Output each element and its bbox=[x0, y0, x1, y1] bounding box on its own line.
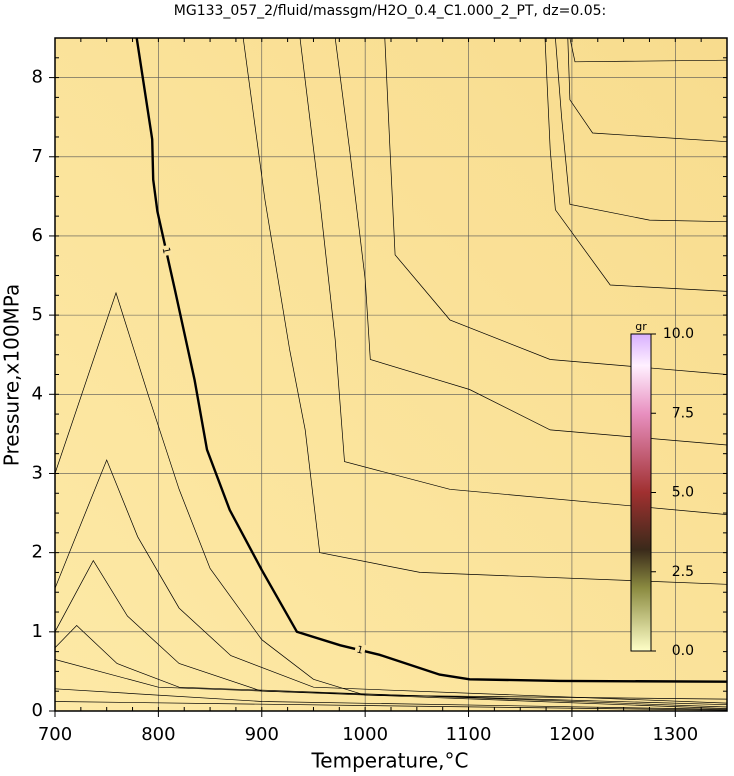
x-tick-label: 1000 bbox=[342, 724, 388, 745]
x-tick-label: 800 bbox=[141, 724, 175, 745]
colorbar-tick-label: 0.0 bbox=[672, 643, 694, 659]
y-tick-label: 5 bbox=[32, 304, 43, 325]
colorbar-tick-label: 7.5 bbox=[672, 405, 694, 421]
contour-label-bg bbox=[159, 244, 174, 257]
y-tick-label: 6 bbox=[32, 225, 43, 246]
x-tick-label: 1200 bbox=[549, 724, 595, 745]
chart-title: MG133_057_2/fluid/massgm/H2O_0.4_C1.000_… bbox=[174, 3, 606, 19]
x-tick-label: 1100 bbox=[446, 724, 492, 745]
contour-label: 1 bbox=[160, 246, 172, 255]
contour-line bbox=[55, 625, 727, 708]
y-tick-label: 0 bbox=[32, 700, 43, 721]
contour-line bbox=[544, 38, 727, 292]
contour-line-bold bbox=[135, 38, 727, 683]
contour-line bbox=[334, 38, 727, 446]
contour-line bbox=[55, 459, 727, 704]
contour-line bbox=[55, 688, 727, 710]
colorbar-tick-label: 2.5 bbox=[672, 564, 694, 580]
y-tick-label: 8 bbox=[32, 67, 43, 88]
contour-line bbox=[55, 659, 727, 709]
colorbar-label: gr bbox=[635, 320, 647, 333]
contour-line bbox=[555, 38, 727, 223]
y-tick-label: 4 bbox=[32, 383, 43, 404]
colorbar-tick-label: 10.0 bbox=[663, 326, 694, 342]
contour-line bbox=[384, 38, 727, 375]
y-tick-label: 1 bbox=[32, 621, 43, 642]
x-tick-label: 700 bbox=[38, 724, 72, 745]
contour-line bbox=[242, 38, 727, 585]
plot-background bbox=[55, 38, 727, 711]
contour-line bbox=[55, 291, 727, 700]
y-tick-label: 3 bbox=[32, 462, 43, 483]
contour-line bbox=[569, 38, 727, 63]
y-axis-label: Pressure,x100MPa bbox=[0, 284, 24, 466]
y-tick-label: 2 bbox=[32, 542, 43, 563]
contour-line bbox=[299, 38, 727, 515]
contour-line bbox=[55, 701, 727, 711]
colorbar bbox=[630, 333, 652, 652]
contour-label: 1 bbox=[355, 644, 364, 656]
contour-label-bg bbox=[353, 643, 367, 658]
colorbar-tick-label: 5.0 bbox=[672, 485, 694, 501]
x-tick-label: 1300 bbox=[652, 724, 698, 745]
x-tick-label: 900 bbox=[245, 724, 279, 745]
contour-line bbox=[55, 559, 727, 706]
contour-line bbox=[567, 38, 727, 143]
contours: 11 bbox=[55, 38, 727, 711]
y-tick-label: 7 bbox=[32, 146, 43, 167]
x-axis-label: Temperature,°C bbox=[310, 749, 468, 773]
